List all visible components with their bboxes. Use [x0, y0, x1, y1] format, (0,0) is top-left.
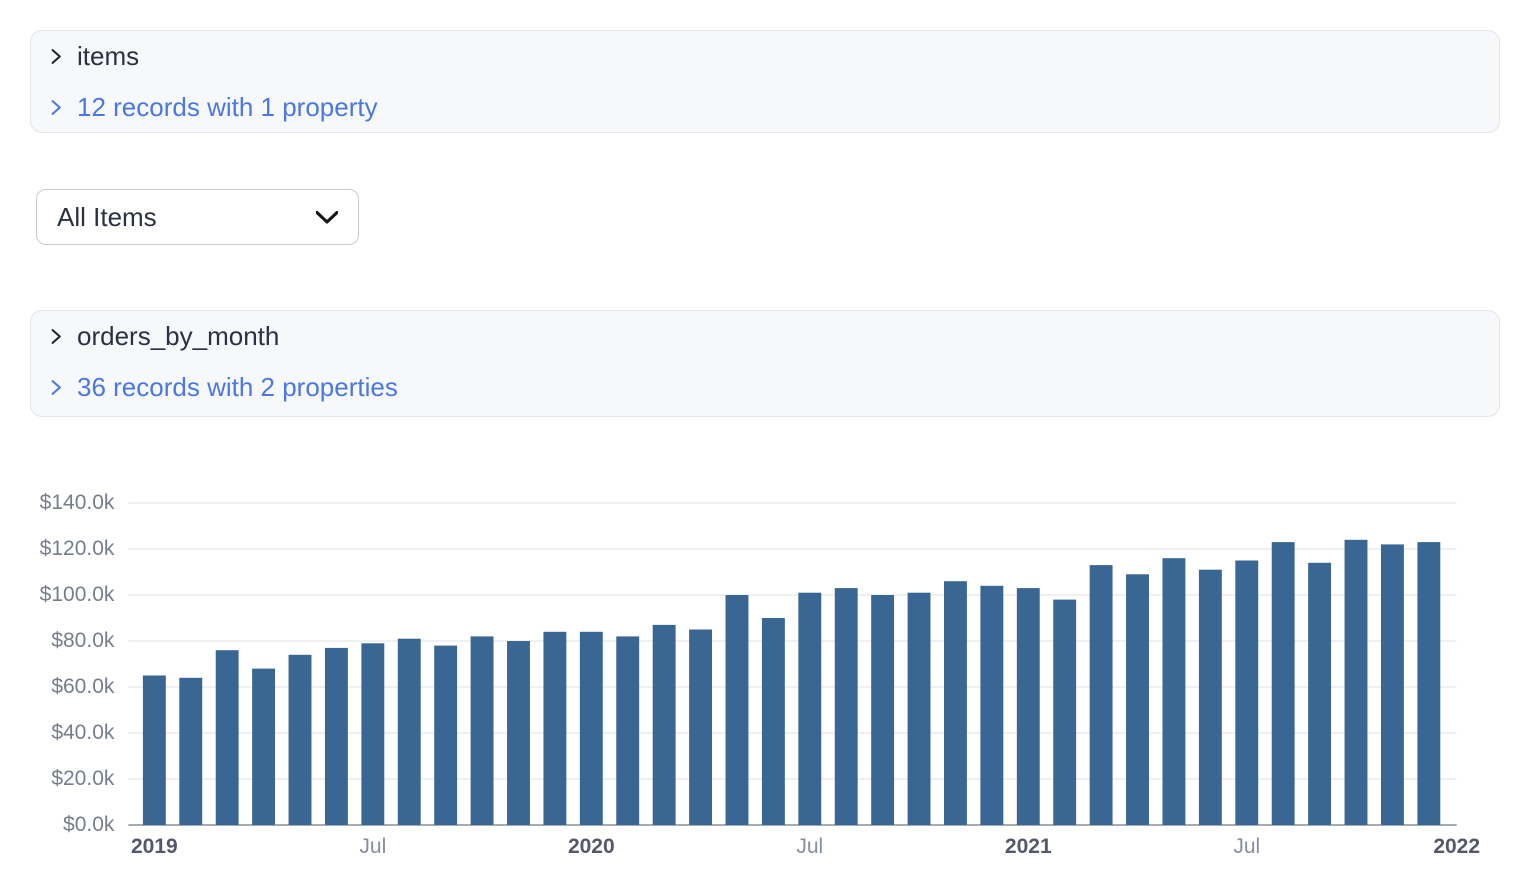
svg-text:$0.0k: $0.0k [63, 813, 115, 836]
svg-text:$120.0k: $120.0k [40, 537, 115, 560]
svg-text:$80.0k: $80.0k [51, 629, 115, 652]
svg-text:2022: 2022 [1433, 835, 1480, 858]
svg-text:Jul: Jul [796, 835, 823, 858]
svg-text:Jul: Jul [359, 835, 386, 858]
svg-text:$20.0k: $20.0k [51, 767, 115, 790]
svg-text:$40.0k: $40.0k [51, 721, 115, 744]
svg-text:$140.0k: $140.0k [40, 491, 115, 514]
svg-text:$60.0k: $60.0k [51, 675, 115, 698]
svg-text:2021: 2021 [1005, 835, 1052, 858]
svg-text:Jul: Jul [1233, 835, 1260, 858]
svg-text:$100.0k: $100.0k [40, 583, 115, 606]
svg-text:2019: 2019 [131, 835, 178, 858]
svg-text:2020: 2020 [568, 835, 615, 858]
